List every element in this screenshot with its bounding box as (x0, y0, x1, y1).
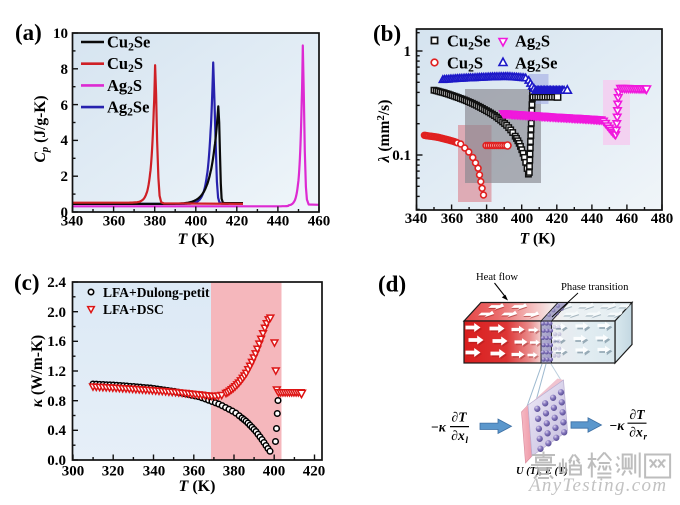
svg-text:0.8: 0.8 (47, 394, 66, 410)
svg-text:0: 0 (61, 205, 69, 221)
svg-text:420: 420 (226, 214, 249, 230)
svg-text:380: 380 (476, 211, 499, 227)
svg-text:420: 420 (303, 464, 326, 480)
svg-text:420: 420 (546, 211, 569, 227)
svg-text:Cu2S: Cu2S (107, 54, 143, 75)
svg-text:2.4: 2.4 (47, 275, 66, 291)
svg-text:κ (W/m-K): κ (W/m-K) (29, 335, 46, 407)
svg-text:2: 2 (61, 169, 69, 185)
svg-text:4: 4 (61, 133, 69, 149)
svg-text:Cp (J/g-K): Cp (J/g-K) (32, 95, 51, 162)
svg-text:LFA+DSC: LFA+DSC (103, 302, 164, 317)
svg-text:8: 8 (61, 62, 69, 78)
svg-text:Ag2S: Ag2S (107, 76, 142, 97)
svg-text:(a): (a) (15, 20, 42, 45)
svg-text:∂T: ∂T (452, 410, 468, 425)
svg-text:0.4: 0.4 (47, 423, 66, 439)
svg-text:−κ: −κ (610, 418, 626, 433)
svg-text:λ (mm2/s): λ (mm2/s) (375, 100, 393, 164)
svg-text:(d): (d) (378, 272, 406, 297)
svg-text:440: 440 (581, 211, 604, 227)
svg-text:10: 10 (53, 26, 68, 42)
svg-text:(c): (c) (14, 270, 40, 295)
svg-text:0.1: 0.1 (392, 148, 411, 164)
svg-text:460: 460 (308, 214, 331, 230)
svg-text:1: 1 (404, 44, 412, 60)
svg-text:Ag2Se: Ag2Se (107, 98, 149, 119)
svg-text:360: 360 (441, 211, 464, 227)
svg-text:Ag2S: Ag2S (515, 32, 550, 53)
svg-text:T (K): T (K) (178, 231, 215, 248)
svg-text:360: 360 (103, 214, 126, 230)
svg-text:300: 300 (62, 464, 85, 480)
svg-text:Heat flow: Heat flow (476, 272, 518, 283)
svg-text:480: 480 (651, 211, 674, 227)
svg-text:Ag2Se: Ag2Se (515, 54, 557, 75)
svg-text:400: 400 (185, 214, 208, 230)
svg-text:380: 380 (223, 464, 246, 480)
svg-text:l: l (466, 435, 469, 445)
svg-text:∂x: ∂x (629, 425, 643, 440)
svg-text:∂T: ∂T (630, 407, 646, 422)
svg-text:U (T), E (T): U (T), E (T) (516, 466, 568, 477)
svg-text:320: 320 (102, 464, 125, 480)
svg-text:(b): (b) (373, 21, 401, 46)
svg-text:−κ: −κ (431, 420, 447, 435)
svg-text:0.0: 0.0 (47, 453, 66, 469)
svg-text:∂x: ∂x (451, 428, 465, 443)
svg-text:400: 400 (263, 464, 286, 480)
svg-text:r: r (644, 432, 648, 442)
svg-text:6: 6 (61, 98, 69, 114)
svg-text:340: 340 (143, 464, 166, 480)
svg-text:LFA+Dulong-petit: LFA+Dulong-petit (103, 285, 210, 300)
svg-text:1.6: 1.6 (47, 334, 66, 350)
svg-text:340: 340 (61, 214, 84, 230)
svg-text:Cu2Se: Cu2Se (107, 33, 150, 54)
svg-text:2.0: 2.0 (47, 305, 66, 321)
svg-text:340: 340 (405, 211, 428, 227)
svg-text:440: 440 (267, 214, 290, 230)
svg-text:T (K): T (K) (520, 231, 556, 248)
svg-text:Phase transition: Phase transition (561, 282, 629, 293)
svg-text:1.2: 1.2 (47, 364, 66, 380)
svg-text:Cu2S: Cu2S (447, 54, 483, 75)
svg-text:400: 400 (511, 211, 534, 227)
svg-text:460: 460 (616, 211, 639, 227)
svg-text:Cu2Se: Cu2Se (447, 32, 490, 53)
svg-text:360: 360 (183, 464, 206, 480)
svg-text:380: 380 (144, 214, 167, 230)
svg-text:AnyTesting.com: AnyTesting.com (527, 475, 667, 496)
svg-text:T (K): T (K) (179, 478, 216, 495)
